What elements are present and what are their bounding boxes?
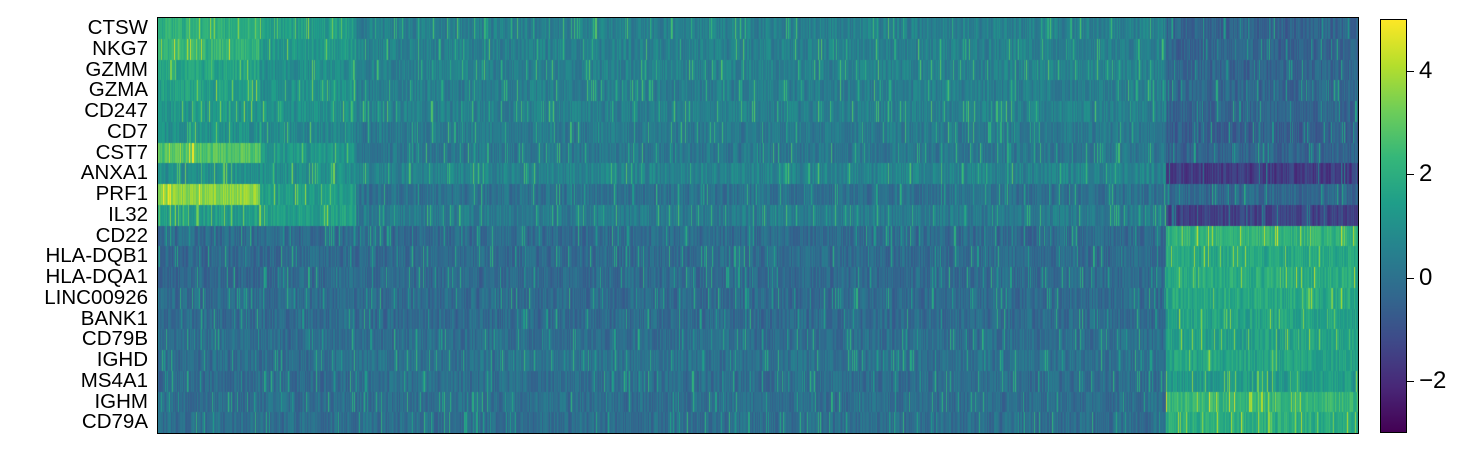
gene-label: NKG7 [92,36,148,60]
colorbar [1380,19,1407,433]
colorbar-tick-label: 0 [1419,263,1433,291]
colorbar-tick-mark [1407,70,1414,72]
gene-label: ANXA1 [80,161,148,185]
gene-label: CST7 [95,140,148,164]
gene-label: GZMM [85,57,148,81]
colorbar-tick-label: 4 [1419,56,1433,84]
gene-label: IL32 [108,202,148,226]
gene-label: CD79A [81,410,148,434]
gene-label: MS4A1 [80,368,148,392]
gene-label: CTSW [87,16,148,40]
gene-label: IGHD [96,348,148,372]
gene-label: LINC00926 [44,285,148,309]
gene-label: GZMA [88,78,148,102]
gene-label: CD79B [81,327,148,351]
colorbar-tick-mark [1407,174,1414,176]
gene-label: HLA-DQB1 [45,244,148,268]
gene-label: CD7 [106,119,148,143]
gene-labels: CTSW NKG7 GZMM GZMA CD247 CD7 CST7 ANXA1 PRF1 IL3… [0,18,148,433]
gene-label: PRF1 [95,182,148,206]
colorbar-tick-mark [1407,381,1414,383]
gene-label: HLA-DQA1 [45,265,148,289]
colorbar-tick-label: −2 [1419,367,1447,395]
gene-label: CD247 [84,99,148,123]
gene-label: CD22 [95,223,148,247]
heatmap-cells [158,18,1358,433]
gene-label: IGHM [94,389,148,413]
heatmap-plot-area [157,17,1359,434]
colorbar-gradient [1381,20,1406,432]
colorbar-tick-label: 2 [1419,160,1433,188]
gene-label: BANK1 [80,306,148,330]
colorbar-tick-mark [1407,277,1414,279]
